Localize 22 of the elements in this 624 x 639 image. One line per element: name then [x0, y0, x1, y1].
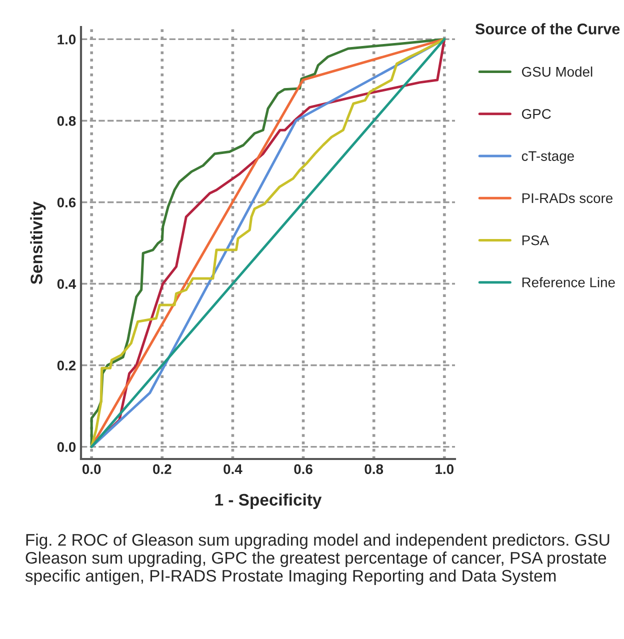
- x-axis-title: 1 - Specificity: [215, 493, 322, 510]
- legend-label: GSU Model: [522, 66, 592, 77]
- y-tick-label: 0.4: [57, 279, 76, 289]
- y-tick-label: 0.6: [57, 198, 76, 208]
- x-tick-label: 0.0: [82, 464, 101, 474]
- x-tick-label: 0.2: [153, 464, 172, 474]
- legend-title: Source of the Curve: [475, 23, 620, 34]
- legend-label: Reference Line: [522, 277, 615, 288]
- y-tick-label: 1.0: [58, 34, 76, 44]
- y-tick-label: 0.8: [57, 116, 76, 126]
- x-tick-label: 0.4: [224, 464, 242, 474]
- legend-label: GPC: [522, 109, 551, 119]
- x-tick-label: 0.6: [294, 464, 312, 474]
- y-tick-label: 0.2: [57, 360, 76, 370]
- x-tick-label: 1.0: [436, 464, 454, 474]
- x-tick-label: 0.8: [364, 464, 384, 474]
- y-axis-title: Sensitivity: [30, 201, 46, 284]
- legend-label: PSA: [522, 235, 550, 246]
- legend-label: PI-RADs score: [522, 193, 613, 204]
- caption: Fig. 2 ROC of Gleason sum upgrading model and independent predictors. GSU Gleason sum upgrading, GPC the greatest percentage of cancer, PSA prostate specific antigen, PI-RADS Prostate Imaging Reporting and Data System: [25, 534, 610, 586]
- y-tick-label: 0.0: [57, 442, 76, 452]
- legend-label: cT-stage: [522, 151, 574, 164]
